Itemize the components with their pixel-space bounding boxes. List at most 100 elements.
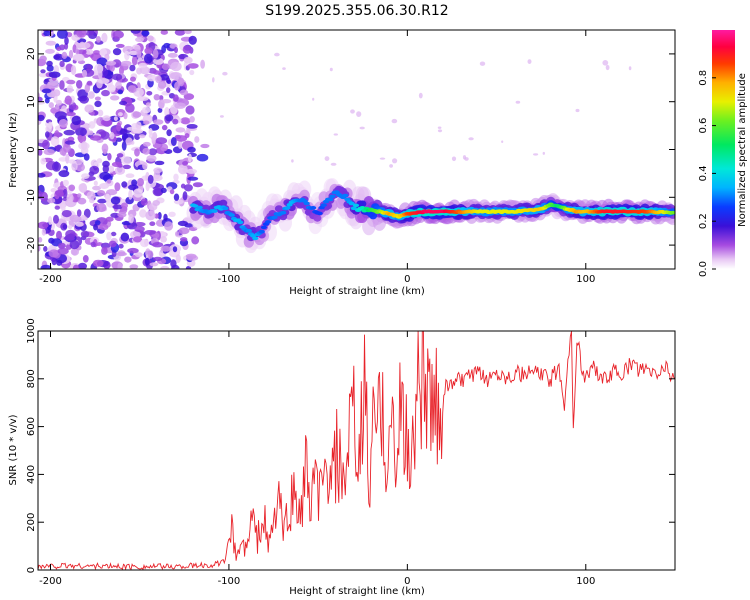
heatmap-noise-blob: [77, 193, 82, 198]
heatmap-noise-blob: [114, 166, 126, 175]
heatmap-noise-blob: [134, 226, 145, 233]
heatmap-noise-blob: [111, 161, 122, 167]
heatmap-noise-blob: [81, 69, 88, 78]
heatmap-noise-blob: [129, 64, 136, 72]
heatmap-noise-blob: [72, 264, 80, 269]
heatmap-noise-blob: [45, 40, 56, 46]
heatmap-trace-blob: [252, 236, 259, 241]
heatmap-noise-blob: [115, 43, 125, 48]
heatmap-noise-blob: [99, 171, 111, 180]
heatmap-noise-blob: [53, 53, 64, 61]
heatmap-noise-blob: [173, 193, 180, 201]
heatmap-trace-blob: [237, 220, 244, 225]
heatmap-noise-blob: [47, 121, 53, 129]
heatmap-noise-blob: [171, 264, 180, 269]
x-tick-label: 0: [404, 274, 410, 285]
heatmap-trace-blob: [228, 213, 235, 217]
heatmap-noise-blob: [144, 47, 153, 55]
heatmap-noise-blob: [136, 96, 149, 101]
heatmap-trace-blob: [342, 193, 349, 198]
colorbar-label: Normalized spectral amplitude: [737, 73, 748, 227]
heatmap-faint-point: [219, 115, 224, 118]
heatmap-noise-blob: [174, 46, 178, 54]
heatmap-noise-blob: [105, 60, 117, 66]
x-tick-label: -200: [39, 576, 62, 587]
heatmap-noise-blob: [64, 36, 69, 46]
heatmap-noise-blob: [71, 194, 79, 203]
y-tick-label: 20: [26, 48, 37, 61]
heatmap-noise-blob: [66, 79, 76, 85]
heatmap-noise-blob: [55, 104, 60, 110]
heatmap-noise-blob: [166, 129, 172, 137]
heatmap-noise-blob: [110, 95, 120, 101]
heatmap-noise-blob: [132, 111, 142, 118]
heatmap-noise-blob: [144, 230, 156, 235]
heatmap-noise-blob: [72, 53, 85, 62]
heatmap-noise-blob: [69, 240, 80, 250]
heatmap-noise-blob: [68, 159, 77, 164]
heatmap-faint-point: [350, 109, 355, 114]
heatmap-noise-blob: [167, 52, 178, 58]
heatmap-noise-blob: [178, 227, 190, 235]
heatmap-noise-blob: [43, 30, 51, 37]
heatmap-noise-blob: [182, 191, 188, 201]
heatmap-noise-blob: [97, 198, 107, 204]
heatmap-noise-blob: [40, 157, 46, 165]
heatmap-noise-blob: [183, 56, 193, 64]
heatmap-noise-blob: [59, 44, 66, 51]
y-tick-label: 10: [26, 95, 37, 108]
snr-frame: [37, 330, 676, 571]
heatmap-noise-blob: [121, 221, 132, 226]
y-tick-label: 400: [26, 465, 37, 484]
heatmap-noise-blob: [170, 137, 177, 146]
heatmap-noise-blob: [121, 202, 128, 209]
heatmap-noise-blob: [191, 236, 200, 245]
heatmap-noise-blob: [153, 188, 163, 196]
heatmap-noise-blob: [88, 121, 96, 129]
heatmap-noise-blob: [42, 139, 50, 150]
heatmap-noise-blob: [53, 214, 59, 224]
y-tick-label: -10: [26, 189, 37, 205]
heatmap-trace-blob: [280, 210, 287, 215]
snr-y-label: SNR (10 * v/v): [8, 414, 19, 485]
heatmap-faint-point: [333, 133, 338, 136]
colorbar-ticks: 0.0 0.2 0.4 0.6 0.8: [698, 70, 716, 277]
heatmap-noise-blob: [141, 30, 150, 36]
heatmap-noise-blob: [38, 237, 43, 243]
heatmap-noise-blob: [84, 104, 95, 113]
heatmap-noise-blob: [118, 243, 124, 249]
heatmap-noise-blob: [65, 229, 76, 239]
heatmap-noise-blob: [109, 132, 115, 140]
heatmap-noise-blob: [48, 237, 55, 244]
heatmap-noise-blob: [120, 156, 132, 165]
colorbar: 0.0 0.2 0.4 0.6 0.8 Normalized spectral ampl…: [698, 30, 748, 277]
heatmap-noise-cloud: [38, 30, 632, 269]
heatmap-noise-blob: [142, 141, 151, 147]
x-tick-label: -200: [39, 274, 62, 285]
heatmap-faint-point: [324, 156, 330, 162]
heatmap-faint-point: [379, 157, 386, 160]
heatmap-noise-blob: [115, 81, 122, 89]
heatmap-noise-blob: [96, 158, 103, 164]
heatmap-faint-point: [274, 52, 280, 57]
heatmap-noise-blob: [56, 230, 62, 240]
heatmap-noise-blob: [81, 141, 88, 151]
heatmap-noise-blob: [89, 135, 102, 141]
heatmap-noise-blob: [135, 121, 142, 130]
heatmap-noise-blob: [99, 48, 108, 57]
heatmap-noise-blob: [46, 60, 53, 67]
heatmap-noise-blob: [127, 247, 139, 254]
heatmap-noise-blob: [70, 65, 77, 76]
heatmap-noise-blob: [85, 49, 94, 55]
heatmap-noise-blob: [161, 124, 168, 131]
heatmap-noise-blob: [97, 190, 106, 197]
y-tick-label: 600: [26, 417, 37, 436]
heatmap-noise-blob: [129, 264, 139, 269]
heatmap-trace-blob: [348, 201, 355, 206]
heatmap-faint-point: [527, 59, 532, 64]
heatmap-noise-blob: [79, 42, 91, 49]
x-tick-label: 100: [576, 274, 595, 285]
heatmap-noise-blob: [94, 96, 101, 101]
heatmap-faint-point: [479, 61, 486, 66]
heatmap-noise-blob: [140, 239, 149, 248]
